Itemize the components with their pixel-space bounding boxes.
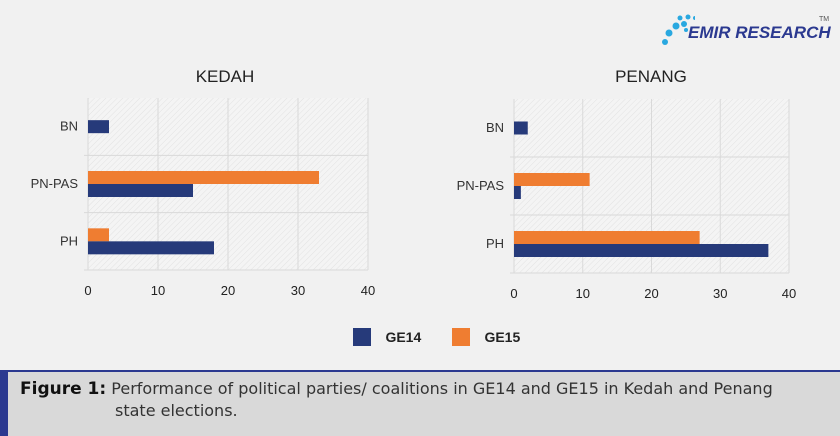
legend-swatch-ge14 — [353, 328, 371, 346]
caption-line1: Performance of political parties/ coalit… — [111, 379, 773, 398]
x-tick-label: 40 — [361, 283, 375, 298]
x-tick-label: 20 — [644, 286, 658, 301]
bar-ge14-pn-pas — [514, 186, 521, 199]
x-tick-label: 10 — [151, 283, 165, 298]
category-label: PH — [60, 233, 78, 248]
chart-title: PENANG — [615, 67, 687, 86]
legend-label: GE15 — [484, 329, 521, 345]
bar-ge14-bn — [514, 121, 528, 135]
x-tick-label: 20 — [221, 283, 235, 298]
caption-line2: state elections. — [115, 401, 238, 420]
figure-caption: Figure 1: Performance of political parti… — [0, 370, 840, 436]
bar-ge15-pn-pas — [514, 173, 590, 186]
logo-dots-icon — [662, 14, 695, 45]
caption-label: Figure 1: — [20, 379, 107, 399]
x-tick-label: 40 — [782, 286, 796, 301]
category-label: PN-PAS — [457, 178, 505, 193]
caption-accent-bar — [0, 372, 8, 436]
x-tick-label: 10 — [576, 286, 590, 301]
category-label: PN-PAS — [31, 176, 79, 191]
bar-ge15-pn-pas — [88, 171, 319, 184]
chart-title: KEDAH — [196, 67, 255, 86]
bar-ge14-pn-pas — [88, 184, 193, 197]
trademark: TM — [819, 16, 830, 23]
legend-ge14: GE14 — [353, 328, 421, 346]
x-tick-label: 30 — [291, 283, 305, 298]
bar-ge14-ph — [514, 244, 769, 257]
charts: KEDAH 0 10 20 30 40 BN PN-PAS PH PENANG 0 10 20 30 40… — [31, 67, 797, 301]
legend-swatch-ge15 — [452, 328, 470, 346]
legend-label: GE14 — [385, 329, 422, 345]
category-label: PH — [486, 236, 504, 251]
caption-text: Figure 1: Performance of political parti… — [20, 378, 780, 421]
category-label: BN — [60, 119, 78, 134]
category-label: BN — [486, 120, 504, 135]
bar-ge14-bn — [88, 120, 109, 134]
bar-ge15-ph — [514, 231, 700, 244]
emir-research-logo — [655, 8, 835, 48]
x-tick-label: 30 — [713, 286, 727, 301]
legend-ge15: GE15 — [452, 328, 520, 346]
logo-text: EMIR RESEARCH — [688, 23, 831, 42]
x-tick-label: 0 — [510, 286, 517, 301]
x-tick-label: 0 — [84, 283, 91, 298]
kedah-chart: KEDAH 0 10 20 30 40 BN PN-PAS PH — [31, 67, 376, 298]
bar-ge15-ph — [88, 228, 109, 242]
penang-chart: PENANG 0 10 20 30 40 BN PN-PAS PH — [457, 67, 797, 301]
bar-ge14-ph — [88, 241, 214, 255]
